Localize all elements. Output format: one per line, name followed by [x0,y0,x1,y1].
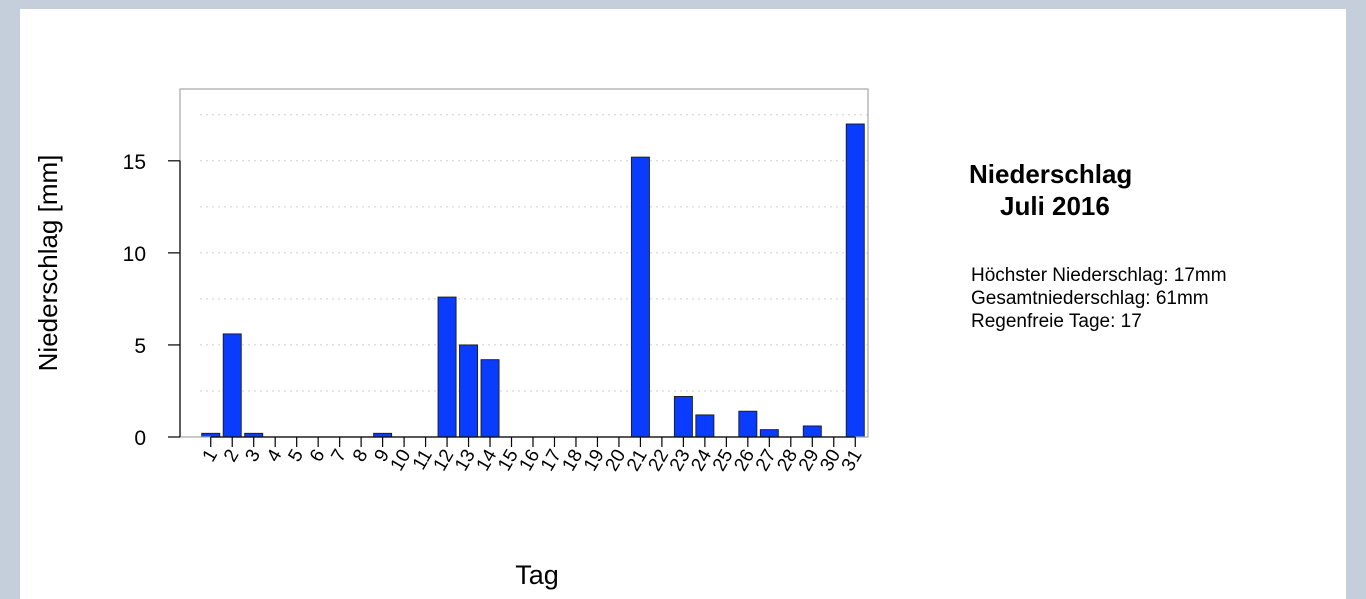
bar-day-24 [695,414,715,438]
chart-title-line-1: Niederschlag [969,159,1133,189]
bar-day-27 [759,429,779,438]
plot-frame [179,88,869,438]
bar-day-13 [459,344,479,438]
x-tick-label: 8 [349,446,372,466]
x-tick-label: 6 [306,446,329,466]
chart-title-line-2: Juli 2016 [1000,191,1110,221]
stat-total-precipitation: Gesamtniederschlag: 61mm [971,288,1209,309]
y-tick-label: 5 [134,335,146,358]
stat-dry-days: Regenfreie Tage: 17 [971,311,1142,332]
x-axis: 1234567891011121314151617181920212223242… [199,436,867,475]
x-tick-label: 3 [242,446,265,466]
bar-day-14 [480,359,500,438]
y-axis: 0 5 10 15 [123,151,181,450]
x-tick-label: 7 [327,446,350,466]
x-axis-label: Tag [515,560,559,590]
bar-day-26 [738,410,758,438]
bar-day-23 [673,396,693,438]
bar-day-2 [222,333,242,438]
x-tick-label: 5 [285,446,308,466]
bar-day-29 [802,425,822,438]
bar-day-12 [437,296,457,438]
x-tick-label: 31 [838,446,867,475]
bar-day-21 [630,156,650,438]
x-tick-label: 1 [199,446,222,466]
x-tick-label: 2 [220,446,243,466]
bar-day-31 [845,123,865,438]
y-tick-label: 10 [123,243,146,266]
grid-lines [200,114,868,392]
stats-list: Höchster Niederschlag: 17mm Gesamtnieder… [950,264,1330,333]
y-tick-label: 15 [123,151,146,174]
y-tick-label: 0 [134,427,146,450]
bars [201,123,865,438]
stat-max-precipitation: Höchster Niederschlag: 17mm [971,265,1227,286]
x-tick-label: 4 [263,446,287,466]
chart-legend: Niederschlag Juli 2016 Höchster Niedersc… [950,158,1330,333]
chart-panel [20,9,1346,599]
y-axis-label: Niederschlag [mm] [33,155,63,372]
